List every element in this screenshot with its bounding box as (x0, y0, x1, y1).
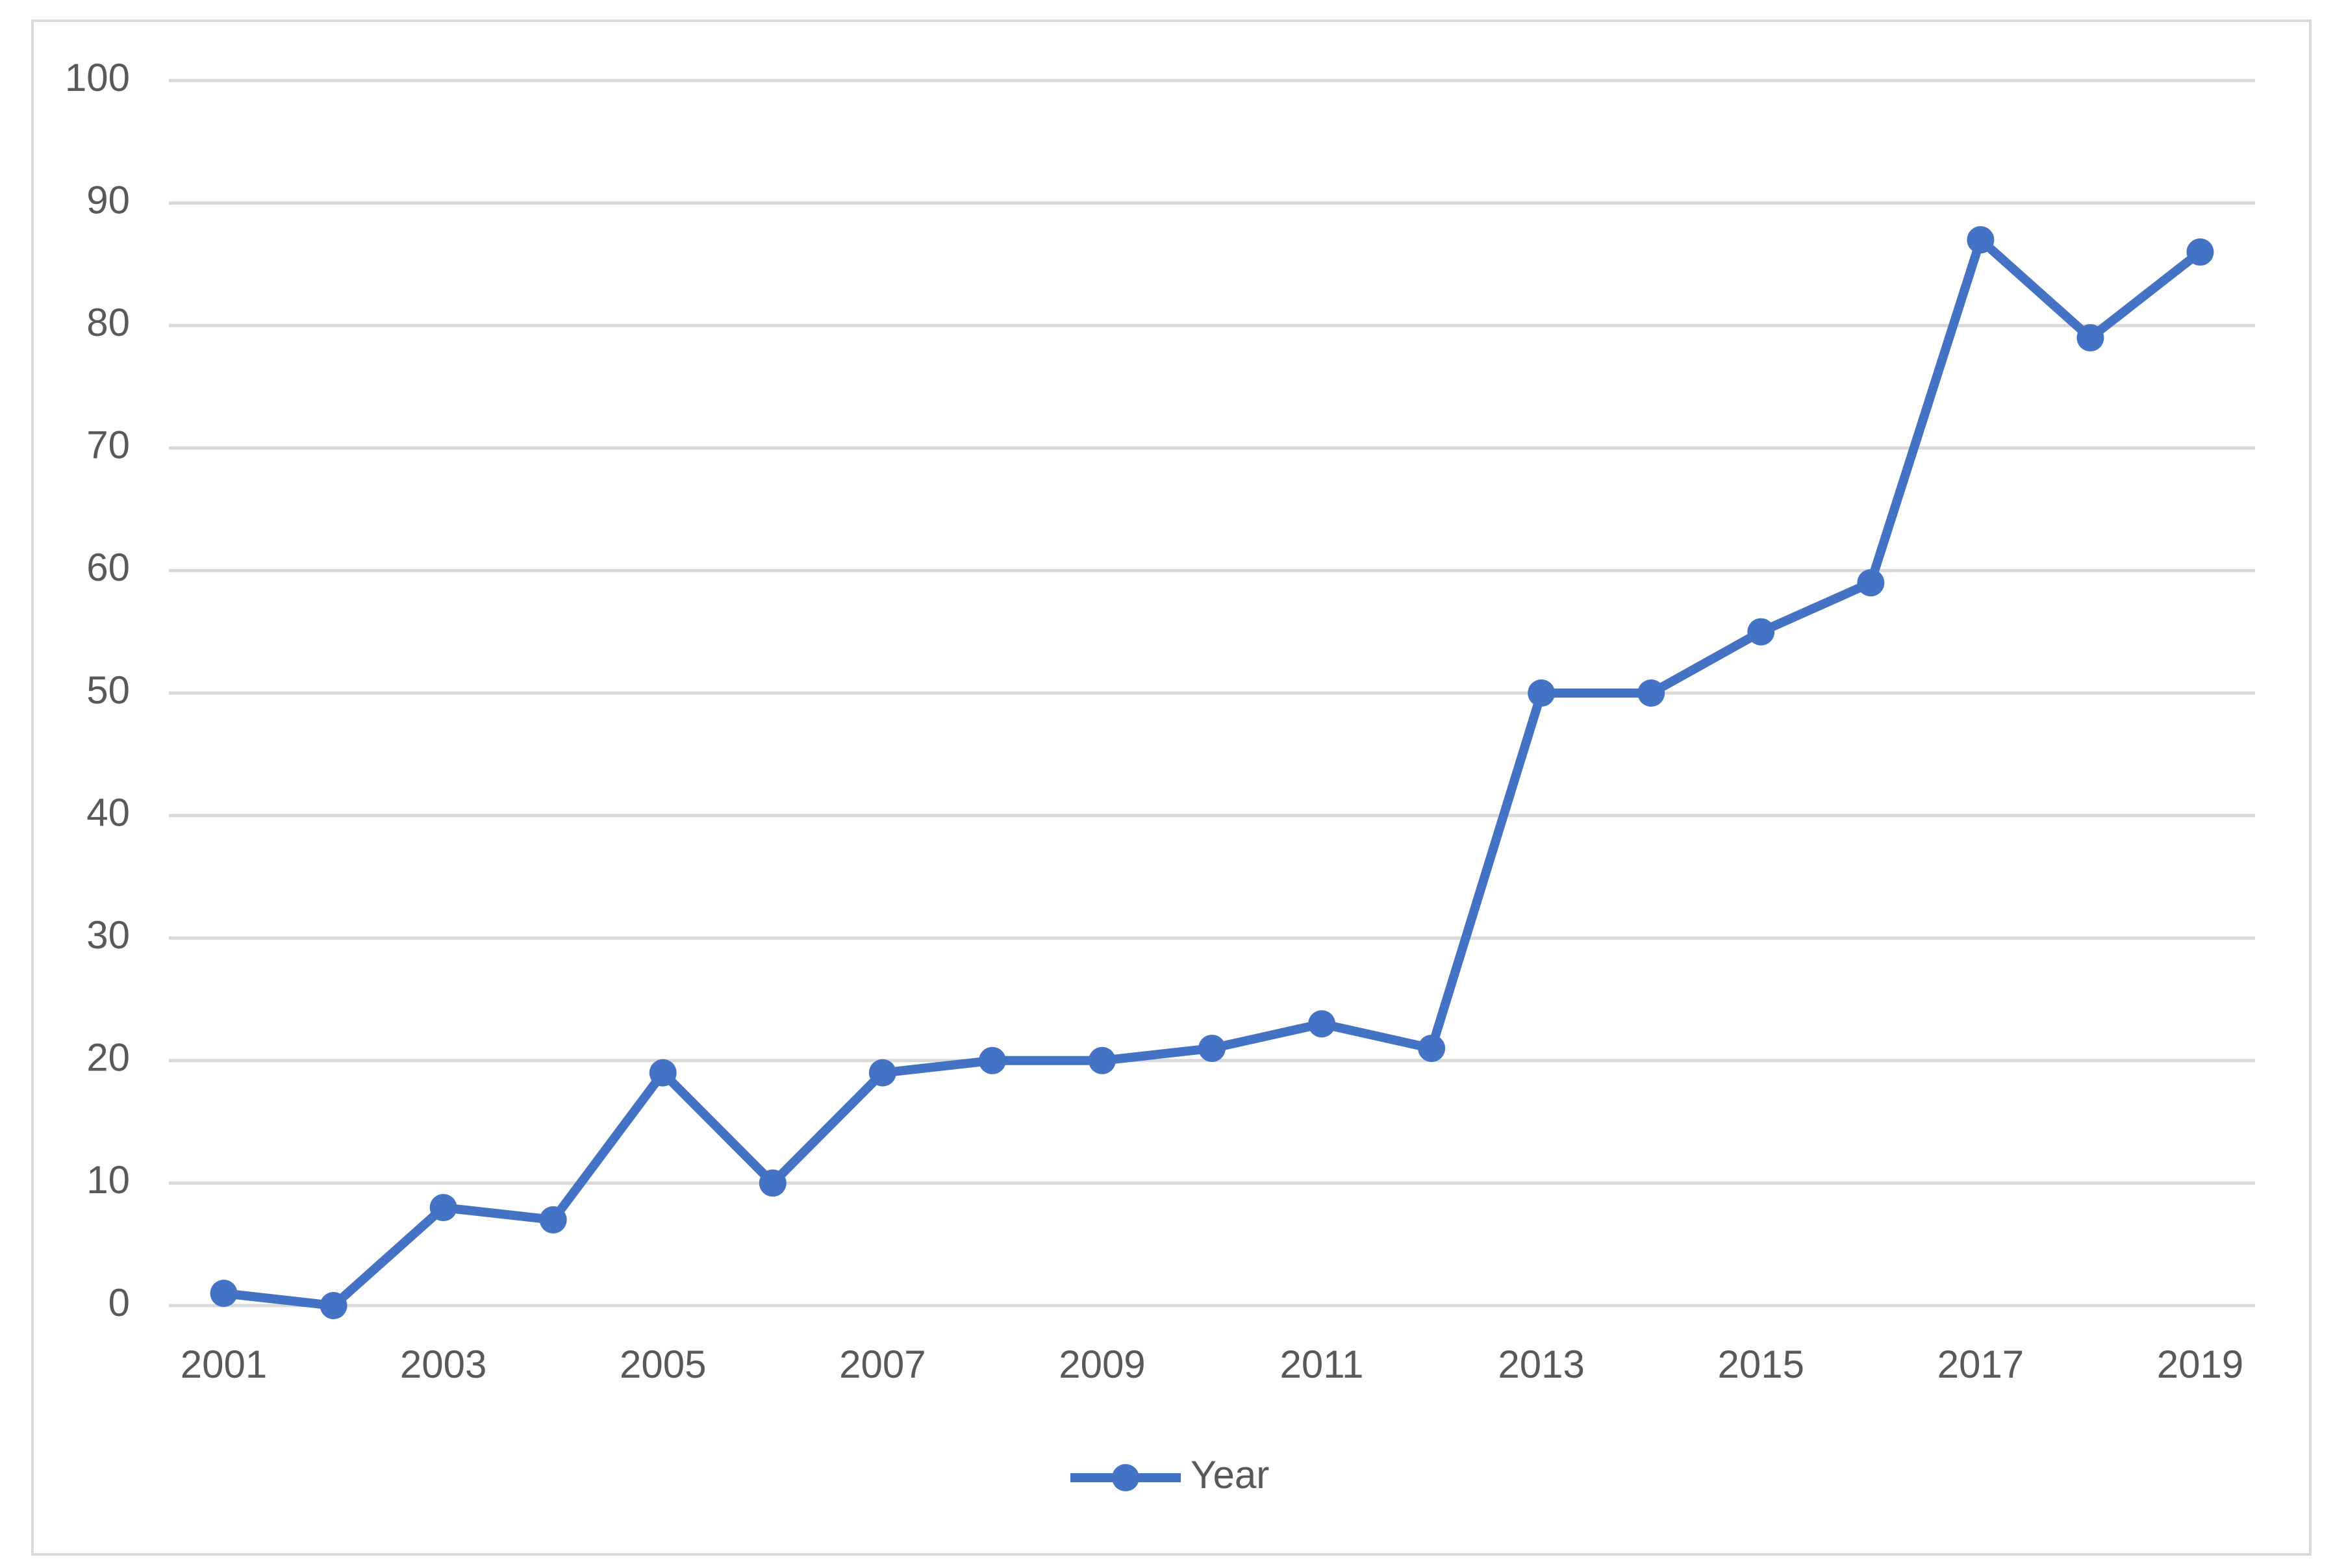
point (759, 1169, 787, 1197)
point (539, 1206, 567, 1233)
x-tick-label: 2001 (181, 1343, 267, 1386)
point (429, 1194, 457, 1222)
point (1088, 1046, 1116, 1074)
x-tick-label: 2017 (1937, 1343, 2024, 1386)
y-tick-label: 90 (86, 178, 130, 221)
point (1857, 569, 1885, 597)
point (320, 1292, 347, 1319)
x-tick-label: 2013 (1498, 1343, 1584, 1386)
point (210, 1280, 238, 1308)
chart-border (31, 19, 2312, 1556)
y-tick-label: 80 (86, 301, 130, 344)
point (1198, 1034, 1226, 1062)
point (1967, 226, 1995, 254)
point (1637, 679, 1665, 707)
legend-label: Year (1191, 1453, 1269, 1497)
legend-marker (1112, 1464, 1139, 1491)
x-tick-label: 2009 (1059, 1343, 1145, 1386)
point (868, 1059, 896, 1087)
y-tick-label: 60 (86, 546, 130, 589)
y-tick-label: 0 (108, 1281, 130, 1324)
y-tick-label: 40 (86, 790, 130, 834)
y-tick-label: 50 (86, 668, 130, 712)
x-tick-label: 2003 (400, 1343, 486, 1386)
point (2186, 238, 2214, 266)
x-tick-label: 2005 (620, 1343, 706, 1386)
point (1747, 618, 1775, 646)
y-tick-label: 30 (86, 913, 130, 957)
y-tick-label: 10 (86, 1158, 130, 1202)
x-tick-label: 2007 (839, 1343, 926, 1386)
point (978, 1046, 1006, 1074)
point (649, 1059, 677, 1087)
y-tick-label: 100 (65, 56, 130, 99)
x-tick-label: 2015 (1718, 1343, 1804, 1386)
x-tick-label: 2011 (1280, 1343, 1364, 1386)
x-tick-label: 2019 (2157, 1343, 2243, 1386)
point (1528, 679, 1556, 707)
y-tick-label: 20 (86, 1036, 130, 1080)
point (1418, 1034, 1446, 1062)
y-tick-label: 70 (86, 424, 130, 467)
point (1308, 1010, 1336, 1038)
point (2076, 324, 2104, 352)
